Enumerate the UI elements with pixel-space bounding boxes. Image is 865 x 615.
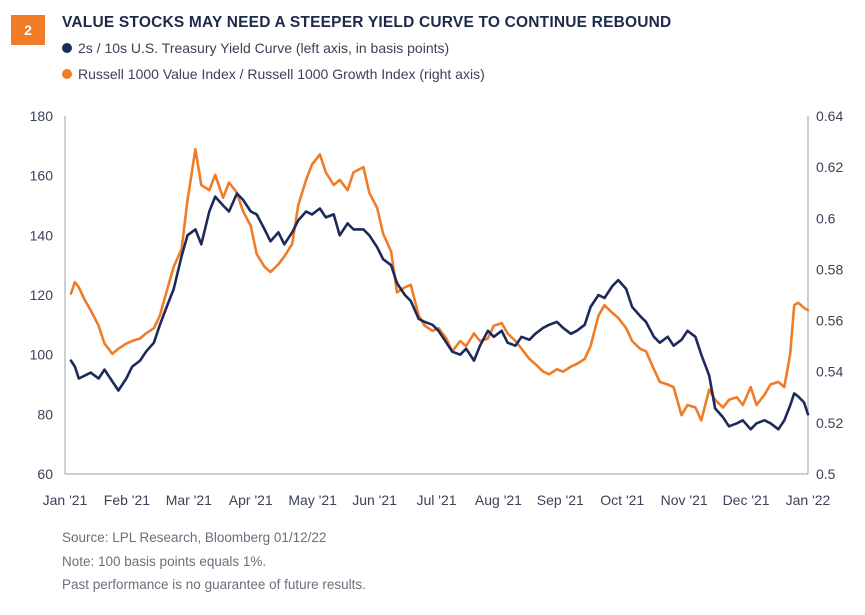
x-axis-labels: Jan '21 Feb '21 Mar '21 Apr '21 May '21 Jun '… — [43, 492, 831, 508]
legend-item-value-growth: Russell 1000 Value Index / Russell 1000 … — [62, 66, 485, 82]
left-axis-tick-label: 120 — [30, 287, 54, 303]
right-axis-tick-label: 0.58 — [816, 261, 843, 277]
x-axis-tick-label: Oct '21 — [600, 492, 644, 508]
series-group — [69, 147, 810, 431]
x-axis-tick-label: Nov '21 — [661, 492, 708, 508]
x-axis-tick-label: Mar '21 — [166, 492, 212, 508]
x-axis-tick-label: Apr '21 — [229, 492, 273, 508]
left-axis-tick-label: 80 — [37, 406, 53, 422]
right-axis-tick-label: 0.56 — [816, 313, 843, 329]
legend-swatch-yield-curve — [62, 43, 72, 53]
legend-label-value-growth: Russell 1000 Value Index / Russell 1000 … — [78, 66, 485, 82]
right-axis-tick-label: 0.54 — [816, 364, 843, 380]
left-axis-tick-label: 160 — [30, 168, 54, 184]
basis-points-note: Note: 100 basis points equals 1%. — [62, 554, 267, 569]
x-axis-tick-label: Jan '22 — [786, 492, 831, 508]
right-axis-tick-label: 0.52 — [816, 415, 843, 431]
legend-swatch-value-growth — [62, 69, 72, 79]
right-axis-tick-label: 0.64 — [816, 108, 843, 124]
left-axis-labels: 60 80 100 120 140 160 180 — [30, 108, 54, 482]
x-axis-tick-label: May '21 — [288, 492, 337, 508]
legend-label-yield-curve: 2s / 10s U.S. Treasury Yield Curve (left… — [78, 40, 450, 56]
x-axis-tick-label: Jun '21 — [352, 492, 397, 508]
series-line-yield-curve — [69, 192, 810, 431]
right-axis-tick-label: 0.62 — [816, 159, 843, 175]
left-axis-tick-label: 60 — [37, 466, 53, 482]
figure-number-badge: 2 — [11, 15, 45, 45]
x-axis-tick-label: Dec '21 — [723, 492, 770, 508]
left-axis-tick-label: 180 — [30, 108, 54, 124]
x-axis-tick-label: Aug '21 — [475, 492, 522, 508]
series-line-value-growth — [69, 147, 810, 422]
left-axis-tick-label: 140 — [30, 227, 54, 243]
chart-title: VALUE STOCKS MAY NEED A STEEPER YIELD CU… — [62, 14, 672, 31]
x-axis-tick-label: Sep '21 — [537, 492, 584, 508]
source-note: Source: LPL Research, Bloomberg 01/12/22 — [62, 530, 327, 545]
legend-item-yield-curve: 2s / 10s U.S. Treasury Yield Curve (left… — [62, 40, 449, 56]
left-axis-tick-label: 100 — [30, 347, 54, 363]
right-axis-tick-label: 0.5 — [816, 466, 836, 482]
x-axis-tick-label: Jan '21 — [43, 492, 88, 508]
right-axis-labels: 0.5 0.52 0.54 0.56 0.58 0.6 0.62 0.64 — [816, 108, 843, 482]
x-axis-tick-label: Feb '21 — [104, 492, 150, 508]
x-axis-tick-label: Jul '21 — [416, 492, 456, 508]
right-axis-tick-label: 0.6 — [816, 210, 836, 226]
disclaimer-note: Past performance is no guarantee of futu… — [62, 577, 366, 592]
